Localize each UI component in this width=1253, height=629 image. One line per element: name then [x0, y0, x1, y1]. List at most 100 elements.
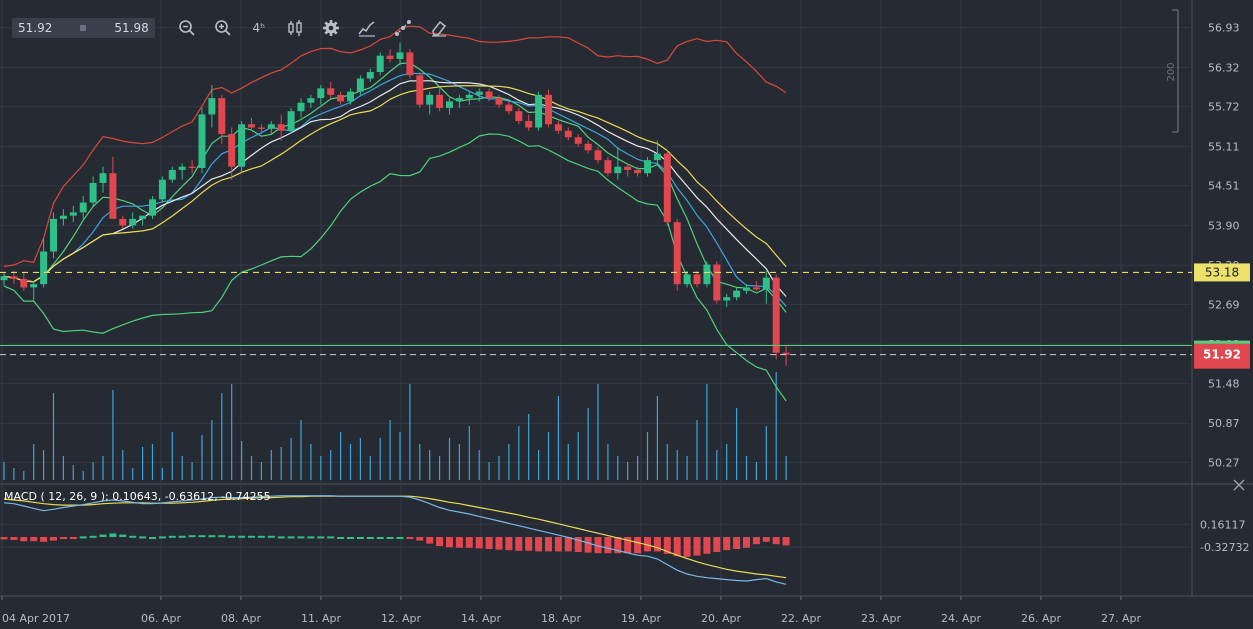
- candle-body: [495, 98, 503, 105]
- yellow-level-badge-text: 53.18: [1205, 265, 1239, 279]
- macd-histogram-bar: [149, 537, 156, 539]
- bid-ask-box[interactable]: 51.92 51.98: [12, 18, 155, 38]
- candle-body: [673, 222, 681, 285]
- candle-body: [40, 251, 48, 285]
- macd-histogram-bar: [515, 537, 523, 551]
- macd-histogram-bar: [574, 537, 582, 552]
- macd-histogram-bar: [139, 536, 147, 539]
- macd-histogram-bar: [455, 537, 463, 548]
- time-tick-label: 11. Apr: [301, 612, 341, 625]
- macd-histogram-bar: [564, 537, 572, 552]
- candle-body: [30, 284, 38, 288]
- macd-histogram-bar: [663, 537, 671, 554]
- time-tick-label: 24. Apr: [941, 612, 981, 625]
- drawing-icon[interactable]: [385, 17, 421, 39]
- time-tick-label: 23. Apr: [861, 612, 901, 625]
- macd-histogram-bar: [426, 537, 434, 544]
- price-tick-label: 53.90: [1208, 219, 1240, 232]
- candle-body: [604, 160, 612, 174]
- candle-body: [594, 150, 602, 161]
- zoom-out-icon[interactable]: [169, 17, 205, 39]
- macd-histogram-bar: [297, 536, 305, 539]
- candle-body: [168, 169, 176, 180]
- time-tick-label: 27. Apr: [1101, 612, 1141, 625]
- candlestick-icon[interactable]: [277, 17, 313, 39]
- settings-icon[interactable]: [313, 17, 349, 39]
- time-tick-label: 20. Apr: [701, 612, 741, 625]
- macd-histogram-bar: [653, 537, 661, 552]
- eraser-icon[interactable]: [421, 17, 457, 39]
- candle-body: [248, 124, 255, 128]
- macd-histogram-bar: [30, 537, 38, 542]
- price-tick-label: 50.87: [1208, 417, 1240, 430]
- macd-histogram-bar: [109, 533, 117, 537]
- bollinger-upper-line: [3, 25, 787, 268]
- macd-histogram-bar: [416, 537, 424, 541]
- macd-histogram-bar: [89, 535, 97, 538]
- macd-histogram-bar: [188, 535, 196, 538]
- macd-label: MACD ( 12, 26, 9 ): 0.10643, -0.63612, -…: [4, 490, 271, 503]
- candle-body: [149, 199, 156, 216]
- chart-toolbar: 51.92 51.98 4ʰ: [12, 17, 457, 39]
- candle-body: [99, 173, 107, 183]
- candle-body: [228, 134, 236, 167]
- price-tick-label: 54.51: [1208, 180, 1240, 193]
- candle-body: [772, 277, 780, 353]
- time-tick-label: 12. Apr: [381, 612, 421, 625]
- macd-histogram-bar: [772, 537, 780, 545]
- candle-body: [0, 276, 8, 281]
- candle-body: [752, 287, 760, 290]
- candle-body: [762, 277, 770, 290]
- macd-histogram-bar: [327, 536, 335, 539]
- macd-histogram-bar: [307, 536, 315, 539]
- macd-histogram-bar: [554, 537, 562, 552]
- candle-body: [465, 94, 473, 99]
- candle-body: [644, 160, 651, 174]
- zoom-in-icon[interactable]: [205, 17, 241, 39]
- candle-body: [703, 264, 711, 285]
- macd-histogram-bar: [208, 535, 216, 538]
- macd-histogram-bar: [119, 534, 127, 537]
- candle-body: [376, 55, 384, 73]
- candle-body: [683, 274, 691, 285]
- macd-histogram-bar: [248, 535, 255, 538]
- price-tick-label: 56.32: [1208, 61, 1240, 74]
- macd-histogram-bar: [347, 537, 354, 539]
- candle-body: [79, 202, 87, 213]
- indicator-icon[interactable]: [349, 17, 385, 39]
- candle-body: [436, 94, 444, 108]
- candle-body: [59, 215, 67, 219]
- macd-tick-label: -0.32732: [1200, 541, 1249, 554]
- candle-body: [188, 166, 196, 168]
- macd-histogram-bar: [99, 534, 107, 537]
- current-price-badge: [1194, 340, 1250, 369]
- time-tick-label: 08. Apr: [221, 612, 261, 625]
- macd-histogram-bar: [317, 536, 325, 539]
- candle-body: [743, 287, 750, 291]
- candle-body: [574, 137, 582, 144]
- macd-histogram-bar: [743, 537, 750, 548]
- timeframe-icon[interactable]: 4ʰ: [241, 17, 277, 39]
- macd-histogram-bar: [158, 536, 166, 539]
- candle-body: [406, 52, 414, 76]
- ma-blue-line: [3, 72, 787, 307]
- candle-body: [446, 101, 453, 108]
- candle-body: [218, 98, 226, 135]
- time-tick-label: 14. Apr: [461, 612, 501, 625]
- candle-body: [10, 276, 18, 279]
- macd-histogram-bar: [644, 537, 651, 552]
- close-indicator-icon[interactable]: [1232, 478, 1246, 492]
- macd-histogram-bar: [287, 536, 295, 539]
- macd-histogram-bar: [673, 537, 681, 557]
- macd-histogram-bar: [337, 537, 345, 539]
- macd-histogram-bar: [129, 535, 137, 538]
- macd-histogram-bar: [198, 535, 206, 538]
- macd-histogram-bar: [228, 535, 236, 538]
- candle-body: [129, 218, 137, 226]
- candle-body: [337, 94, 345, 102]
- macd-histogram-bar: [366, 537, 374, 539]
- candle-body: [653, 153, 661, 161]
- volume-scale-label: 200: [1166, 62, 1177, 81]
- macd-histogram-bar: [733, 537, 741, 549]
